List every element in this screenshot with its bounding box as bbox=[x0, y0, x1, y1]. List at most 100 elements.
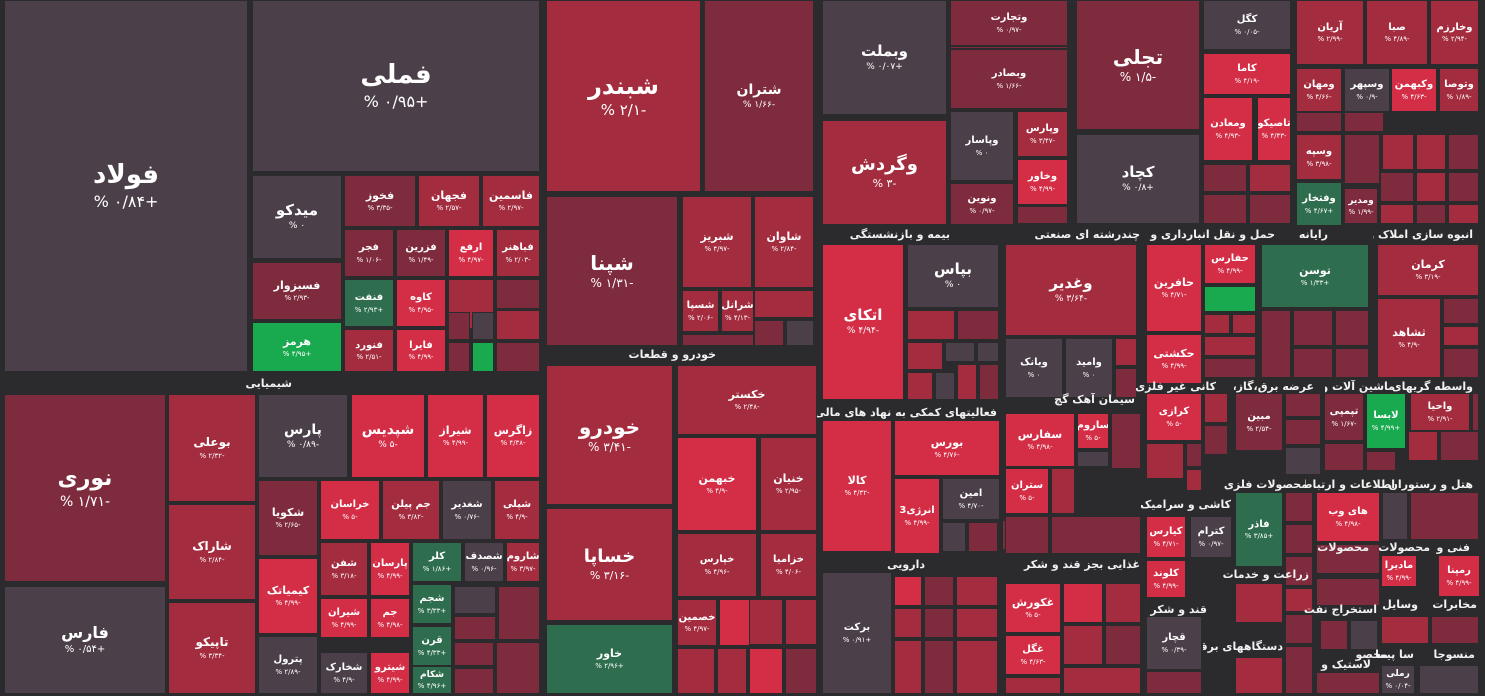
treemap-tile[interactable]: پارس -۰/۸۹ % bbox=[258, 394, 348, 478]
treemap-tile[interactable]: شبریز -۴/۹۷ % bbox=[682, 196, 752, 288]
treemap-tile[interactable]: وبصادر -۱/۶۶ % bbox=[950, 49, 1068, 109]
treemap-tile[interactable]: وپارس -۳/۴۷ % bbox=[1017, 111, 1068, 157]
treemap-tile[interactable]: میدکو ۰ % bbox=[252, 175, 342, 259]
treemap-tile[interactable]: فباهنر -۲/۰۳ % bbox=[496, 229, 540, 277]
treemap-tile[interactable]: شاوان -۲/۸۴ % bbox=[754, 196, 814, 288]
treemap-tile[interactable]: های وب -۴/۹۸ % bbox=[1316, 492, 1380, 542]
treemap-tile[interactable]: پارسان -۴/۹۹ % bbox=[370, 542, 410, 596]
treemap-tile[interactable]: زاگرس -۴/۳۸ % bbox=[486, 394, 540, 478]
treemap-tile[interactable]: کگل -۰/۰۵ % bbox=[1203, 0, 1291, 50]
treemap-tile[interactable]: فارس +۰/۵۴ % bbox=[4, 586, 166, 694]
treemap-tile[interactable]: حفارس -۴/۹۹ % bbox=[1204, 244, 1256, 284]
treemap-tile[interactable]: شخارک -۴/۹ % bbox=[320, 652, 368, 694]
treemap-tile[interactable]: بپاس ۰ % bbox=[907, 244, 999, 308]
treemap-tile[interactable]: شپلی -۴/۹ % bbox=[494, 480, 540, 540]
treemap-tile[interactable]: ونوین -۰/۹۷ % bbox=[950, 183, 1014, 225]
treemap-tile[interactable]: شسپا -۲/۰۶ % bbox=[682, 290, 719, 332]
treemap-tile[interactable]: شغدیر -۰/۷۶ % bbox=[442, 480, 492, 540]
treemap-tile[interactable]: شتران -۱/۶۶ % bbox=[704, 0, 814, 192]
treemap-tile[interactable]: شاروم -۳/۹۷ % bbox=[506, 542, 540, 582]
treemap-tile[interactable]: توسن +۱/۳۳ % bbox=[1261, 244, 1369, 308]
treemap-tile[interactable]: وتجارت -۰/۹۷ % bbox=[950, 0, 1068, 46]
treemap-tile[interactable]: قچار -۰/۳۹ % bbox=[1146, 616, 1202, 670]
treemap-tile[interactable]: برکت +۰/۹۱ % bbox=[822, 572, 892, 694]
treemap-tile[interactable]: تاصیکو -۴/۴۳ % bbox=[1257, 97, 1291, 161]
treemap-tile[interactable]: خپارس -۴/۹۶ % bbox=[677, 533, 757, 597]
treemap-tile[interactable]: شجم +۳/۳۳ % bbox=[412, 584, 452, 624]
treemap-tile[interactable]: خبهمن -۴/۹ % bbox=[677, 437, 757, 531]
treemap-tile[interactable]: امین -۴/۷۰ % bbox=[942, 478, 1000, 520]
treemap-tile[interactable]: وامید ۰ % bbox=[1065, 338, 1113, 398]
treemap-tile[interactable]: شپنا -۱/۳۱ % bbox=[546, 196, 678, 346]
treemap-tile[interactable]: غگل -۴/۶۳ % bbox=[1005, 635, 1061, 675]
treemap-tile[interactable]: وبانک ۰ % bbox=[1005, 338, 1063, 398]
treemap-tile[interactable]: مبین -۲/۵۴ % bbox=[1235, 393, 1283, 451]
treemap-tile[interactable]: فولاد +۰/۸۴ % bbox=[4, 0, 248, 372]
treemap-tile[interactable]: فایرا -۴/۹۹ % bbox=[396, 329, 446, 372]
treemap-tile[interactable]: حافرین -۴/۷۱ % bbox=[1146, 244, 1202, 332]
treemap-tile[interactable]: تپمپی -۱/۶۷ % bbox=[1324, 393, 1364, 441]
treemap-tile[interactable]: اتکای -۴/۹۴ % bbox=[822, 244, 904, 400]
treemap-tile[interactable]: فملی +۰/۹۵ % bbox=[252, 0, 540, 172]
treemap-tile[interactable]: وسپه -۳/۹۸ % bbox=[1296, 134, 1342, 180]
treemap-tile[interactable]: کالا -۴/۳۲ % bbox=[822, 420, 892, 552]
treemap-tile[interactable]: کیمیاتک -۴/۹۹ % bbox=[258, 558, 318, 634]
treemap-tile[interactable]: خودرو -۳/۴۱ % bbox=[546, 365, 673, 505]
treemap-tile[interactable]: ثشاهد -۴/۹ % bbox=[1377, 298, 1441, 378]
treemap-tile[interactable]: شکام +۴/۹۶ % bbox=[412, 666, 452, 694]
treemap-tile[interactable]: خزامیا -۴/۰۶ % bbox=[760, 533, 817, 597]
treemap-tile[interactable]: وبملت +۰/۰۷ % bbox=[822, 0, 947, 115]
treemap-tile[interactable]: وغدیر -۳/۶۴ % bbox=[1005, 244, 1137, 336]
treemap-tile[interactable]: کاوه -۴/۹۵ % bbox=[396, 279, 446, 327]
treemap-tile[interactable]: واحیا -۲/۹۱ % bbox=[1410, 393, 1470, 431]
treemap-tile[interactable]: ومعادن -۴/۹۳ % bbox=[1203, 97, 1253, 161]
treemap-tile[interactable]: شاراک -۲/۸۴ % bbox=[168, 504, 256, 600]
treemap-tile[interactable]: جم -۴/۹۸ % bbox=[370, 598, 410, 638]
treemap-tile[interactable]: وسپهر -۰/۹ % bbox=[1344, 68, 1390, 112]
treemap-tile[interactable]: فاسمین -۲/۹۷ % bbox=[482, 175, 540, 227]
treemap-tile[interactable]: فجر -۱/۰۶ % bbox=[344, 229, 394, 277]
treemap-tile[interactable]: صبا -۴/۸۹ % bbox=[1366, 0, 1428, 65]
treemap-tile[interactable]: بوعلی -۲/۳۲ % bbox=[168, 394, 256, 502]
treemap-tile[interactable]: شیران -۴/۹۹ % bbox=[320, 598, 368, 638]
treemap-tile[interactable]: ومهان -۴/۶۶ % bbox=[1296, 68, 1342, 112]
treemap-tile[interactable]: جم پیلن -۳/۸۲ % bbox=[382, 480, 440, 540]
treemap-tile[interactable]: هرمز +۴/۹۵ % bbox=[252, 322, 342, 372]
treemap-tile[interactable]: خاور +۲/۹۶ % bbox=[546, 624, 673, 694]
treemap-tile[interactable]: پترول -۲/۸۹ % bbox=[258, 636, 318, 694]
treemap-tile[interactable]: انرژی3 -۴/۹۹ % bbox=[894, 478, 940, 554]
treemap-tile[interactable]: کیارس -۴/۷۱ % bbox=[1146, 516, 1186, 558]
treemap-tile[interactable]: کلر +۱/۸۶ % bbox=[412, 542, 462, 582]
treemap-tile[interactable]: فنفت +۲/۹۳ % bbox=[344, 279, 394, 327]
treemap-tile[interactable]: خراسان -۵ % bbox=[320, 480, 380, 540]
treemap-tile[interactable]: ستران -۵ % bbox=[1005, 468, 1049, 514]
treemap-tile[interactable]: فسبزوار -۲/۹۳ % bbox=[252, 262, 342, 320]
treemap-tile[interactable]: کرمان -۳/۱۹ % bbox=[1377, 244, 1479, 296]
treemap-tile[interactable]: ارفع -۴/۹۷ % bbox=[448, 229, 494, 277]
treemap-tile[interactable]: شصدف -۰/۹۶ % bbox=[464, 542, 504, 582]
treemap-tile[interactable]: ومدیر -۱/۹۹ % bbox=[1344, 188, 1378, 224]
treemap-tile[interactable]: وخاور -۴/۹۹ % bbox=[1017, 159, 1068, 205]
treemap-tile[interactable]: قرن +۴/۳۳ % bbox=[412, 626, 452, 666]
treemap-tile[interactable]: فجهان -۲/۵۷ % bbox=[418, 175, 480, 227]
treemap-tile[interactable]: غکورش -۵ % bbox=[1005, 583, 1061, 633]
treemap-tile[interactable]: سفارس -۴/۹۸ % bbox=[1005, 413, 1075, 467]
treemap-tile[interactable]: آریان -۲/۹۹ % bbox=[1296, 0, 1364, 65]
treemap-tile[interactable]: حکشتی -۴/۹۹ % bbox=[1146, 334, 1202, 384]
treemap-tile[interactable]: ساروم -۵ % bbox=[1077, 413, 1109, 449]
treemap-tile[interactable]: شیراز -۴/۹۹ % bbox=[427, 394, 484, 478]
treemap-tile[interactable]: کاما -۴/۱۹ % bbox=[1203, 53, 1291, 95]
treemap-tile[interactable]: خصمین -۴/۹۷ % bbox=[677, 599, 717, 646]
treemap-tile[interactable]: شپدیس -۵ % bbox=[351, 394, 425, 478]
treemap-tile[interactable]: وتوصا -۱/۸۹ % bbox=[1439, 68, 1479, 112]
treemap-tile[interactable]: شیترو -۴/۹۹ % bbox=[370, 652, 410, 694]
treemap-tile[interactable]: وگردش -۳ % bbox=[822, 120, 947, 225]
treemap-tile[interactable]: وکبهمن -۴/۶۳ % bbox=[1391, 68, 1437, 112]
treemap-tile[interactable]: لابسا +۴/۹۹ % bbox=[1366, 393, 1406, 449]
treemap-tile[interactable]: خساپا -۳/۱۶ % bbox=[546, 508, 673, 621]
treemap-tile[interactable]: بورس -۴/۷۶ % bbox=[894, 420, 1000, 476]
treemap-tile[interactable]: شکویا -۲/۶۵ % bbox=[258, 480, 318, 556]
treemap-tile[interactable]: کلوند -۴/۹۹ % bbox=[1146, 560, 1186, 598]
treemap-tile[interactable]: فنورد -۲/۵۱ % bbox=[344, 329, 394, 372]
treemap-tile[interactable]: کترام -۰/۹۷ % bbox=[1190, 516, 1232, 558]
